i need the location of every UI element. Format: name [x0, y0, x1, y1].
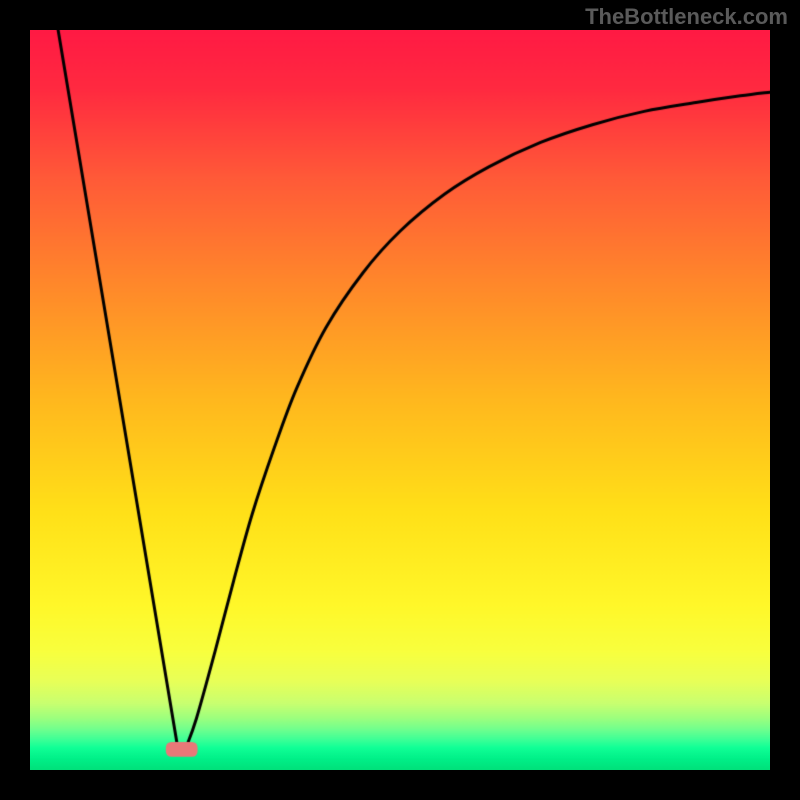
- plot-area: [30, 30, 770, 770]
- curve-layer: [30, 30, 770, 770]
- chart-container: TheBottleneck.com: [0, 0, 800, 800]
- watermark-text: TheBottleneck.com: [585, 4, 788, 30]
